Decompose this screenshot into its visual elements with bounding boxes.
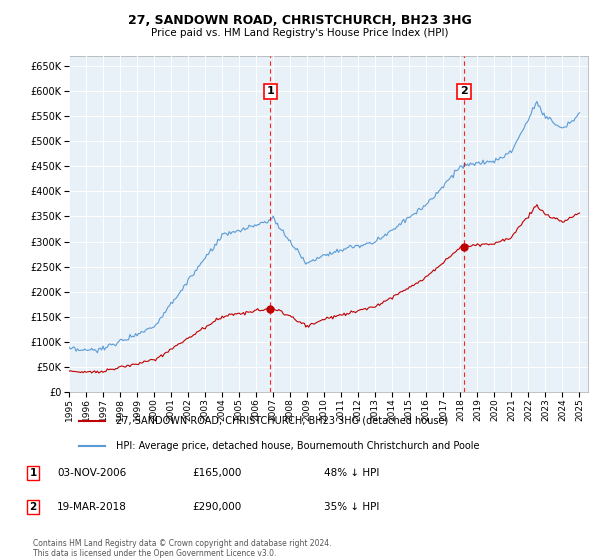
- Text: 19-MAR-2018: 19-MAR-2018: [57, 502, 127, 512]
- Text: 2: 2: [460, 86, 468, 96]
- Text: Contains HM Land Registry data © Crown copyright and database right 2024.: Contains HM Land Registry data © Crown c…: [33, 539, 331, 548]
- Text: 2: 2: [29, 502, 37, 512]
- Text: £290,000: £290,000: [192, 502, 241, 512]
- Text: 27, SANDOWN ROAD, CHRISTCHURCH, BH23 3HG: 27, SANDOWN ROAD, CHRISTCHURCH, BH23 3HG: [128, 14, 472, 27]
- Text: 48% ↓ HPI: 48% ↓ HPI: [324, 468, 379, 478]
- Text: This data is licensed under the Open Government Licence v3.0.: This data is licensed under the Open Gov…: [33, 549, 277, 558]
- Text: 1: 1: [266, 86, 274, 96]
- Text: £165,000: £165,000: [192, 468, 241, 478]
- Text: 27, SANDOWN ROAD, CHRISTCHURCH, BH23 3HG (detached house): 27, SANDOWN ROAD, CHRISTCHURCH, BH23 3HG…: [116, 416, 448, 426]
- Text: 03-NOV-2006: 03-NOV-2006: [57, 468, 126, 478]
- Text: 35% ↓ HPI: 35% ↓ HPI: [324, 502, 379, 512]
- Text: HPI: Average price, detached house, Bournemouth Christchurch and Poole: HPI: Average price, detached house, Bour…: [116, 441, 479, 451]
- Text: Price paid vs. HM Land Registry's House Price Index (HPI): Price paid vs. HM Land Registry's House …: [151, 28, 449, 38]
- Text: 1: 1: [29, 468, 37, 478]
